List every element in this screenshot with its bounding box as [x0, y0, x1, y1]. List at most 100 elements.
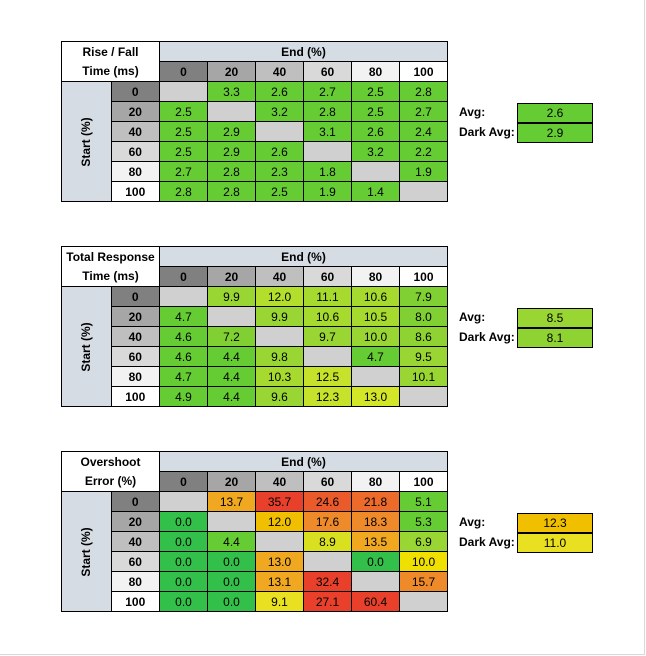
- value-cell: 5.3: [399, 511, 448, 532]
- value-cell: 13.0: [255, 551, 304, 572]
- avg-value: 8.5: [517, 308, 593, 328]
- value-cell: 3.1: [303, 121, 352, 142]
- value-cell: 27.1: [303, 591, 352, 612]
- table-row: 40 2.5 2.9 3.1 2.6 2.4: [62, 121, 448, 142]
- avg-value: 2.6: [517, 103, 593, 123]
- start-axis-cell: Start (%): [61, 286, 112, 407]
- value-cell: [351, 161, 400, 182]
- value-cell: 12.3: [303, 386, 352, 407]
- value-cell: 3.2: [255, 101, 304, 122]
- column-header: 20: [207, 471, 256, 492]
- table-title-line1: Overshoot: [61, 451, 160, 472]
- value-cell: 0.0: [159, 571, 208, 592]
- value-cell: [351, 571, 400, 592]
- value-cell: 0.0: [207, 591, 256, 612]
- table-title-line2: Time (ms): [61, 61, 160, 82]
- table-row: 100 2.8 2.8 2.5 1.9 1.4: [62, 181, 448, 202]
- value-cell: [351, 366, 400, 387]
- value-cell: 2.5: [351, 81, 400, 102]
- row-header: 60: [110, 346, 160, 367]
- start-axis-label: Start (%): [79, 116, 94, 167]
- row-header: 20: [110, 101, 160, 122]
- value-cell: 3.2: [351, 141, 400, 162]
- column-header-row: Time (ms) 0 20 40 60 80 100: [61, 61, 448, 82]
- column-header: 20: [207, 61, 256, 82]
- column-header: 0: [159, 61, 208, 82]
- value-cell: 24.6: [303, 491, 352, 512]
- row-header: 40: [110, 531, 160, 552]
- value-cell: 35.7: [255, 491, 304, 512]
- row-header: 20: [110, 511, 160, 532]
- value-cell: [207, 101, 256, 122]
- value-cell: 2.8: [303, 101, 352, 122]
- row-header: 60: [110, 551, 160, 572]
- value-cell: 7.2: [207, 326, 256, 347]
- start-axis-label: Start (%): [79, 321, 94, 372]
- column-header: 60: [303, 61, 352, 82]
- overshoot-table: Overshoot End (%) Error (%) 0 20 40 60 80 100 Sta…: [61, 451, 448, 612]
- value-cell: 4.9: [159, 386, 208, 407]
- value-cell: 10.3: [255, 366, 304, 387]
- value-cell: [159, 81, 208, 102]
- column-header: 60: [303, 471, 352, 492]
- value-cell: 2.4: [399, 121, 448, 142]
- row-header: 80: [110, 366, 160, 387]
- avg-label: Avg:: [459, 310, 486, 324]
- row-header: 80: [110, 571, 160, 592]
- value-cell: 2.6: [351, 121, 400, 142]
- value-cell: 9.5: [399, 346, 448, 367]
- value-cell: 0.0: [159, 591, 208, 612]
- value-cell: 10.0: [399, 551, 448, 572]
- table-title-line1: Rise / Fall: [61, 41, 160, 62]
- value-cell: 0.0: [207, 571, 256, 592]
- table-title-line1: Total Response: [61, 246, 160, 267]
- value-cell: 60.4: [351, 591, 400, 612]
- value-cell: 12.0: [255, 511, 304, 532]
- value-cell: 10.1: [399, 366, 448, 387]
- value-cell: 5.1: [399, 491, 448, 512]
- total-response-table: Total Response End (%) Time (ms) 0 20 40 60 80 1…: [61, 246, 448, 407]
- end-axis-label: End (%): [159, 451, 448, 472]
- value-cell: [399, 386, 448, 407]
- table-row: 60 4.6 4.4 9.8 4.7 9.5: [62, 346, 448, 367]
- value-cell: 2.7: [303, 81, 352, 102]
- value-cell: 12.0: [255, 286, 304, 307]
- value-cell: 7.9: [399, 286, 448, 307]
- row-header: 40: [110, 121, 160, 142]
- value-cell: 2.6: [255, 81, 304, 102]
- table-row: 80 0.0 0.0 13.1 32.4 15.7: [62, 571, 448, 592]
- value-cell: 2.5: [159, 101, 208, 122]
- table-row: 20 0.0 12.0 17.6 18.3 5.3: [62, 511, 448, 532]
- value-cell: 2.8: [207, 181, 256, 202]
- value-cell: 2.5: [159, 121, 208, 142]
- table-row: 40 4.6 7.2 9.7 10.0 8.6: [62, 326, 448, 347]
- start-axis-cell: Start (%): [61, 491, 112, 612]
- value-cell: 6.9: [399, 531, 448, 552]
- value-cell: 4.4: [207, 366, 256, 387]
- end-axis-label: End (%): [159, 246, 448, 267]
- column-header: 80: [351, 61, 400, 82]
- column-header: 0: [159, 266, 208, 287]
- value-cell: 2.8: [399, 81, 448, 102]
- value-cell: 9.9: [255, 306, 304, 327]
- table-row: Start (%) 0 13.7 35.7 24.6 21.8 5.1: [61, 491, 448, 612]
- value-cell: 9.7: [303, 326, 352, 347]
- value-cell: 1.8: [303, 161, 352, 182]
- value-cell: 2.6: [255, 141, 304, 162]
- table-row: 60 2.5 2.9 2.6 3.2 2.2: [62, 141, 448, 162]
- column-header: 40: [255, 471, 304, 492]
- value-cell: 17.6: [303, 511, 352, 532]
- column-header-row: Error (%) 0 20 40 60 80 100: [61, 471, 448, 492]
- column-header: 40: [255, 61, 304, 82]
- start-axis-label: Start (%): [79, 526, 94, 577]
- value-cell: 13.1: [255, 571, 304, 592]
- row-header: 100: [110, 591, 160, 612]
- value-cell: 9.9: [207, 286, 256, 307]
- value-cell: 2.8: [159, 181, 208, 202]
- row-header: 60: [110, 141, 160, 162]
- dark-avg-label: Dark Avg:: [459, 330, 515, 344]
- table-row: Start (%) 0 9.9 12.0 11.1 10.6 7.9: [61, 286, 448, 407]
- column-header: 100: [399, 471, 448, 492]
- start-axis-cell: Start (%): [61, 81, 112, 202]
